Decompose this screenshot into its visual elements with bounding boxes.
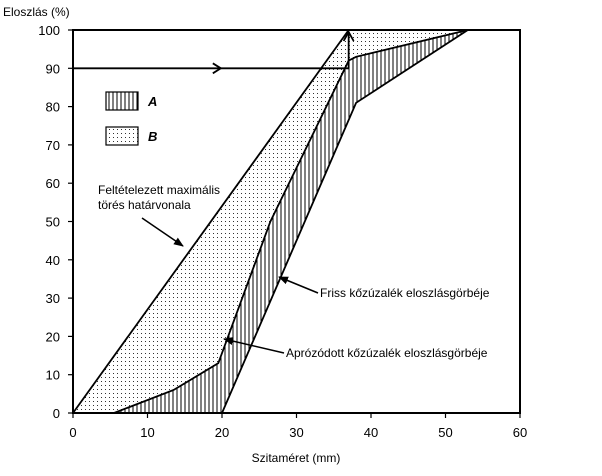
region-a-area: [114, 30, 468, 413]
weathered-aggregate-curve: [113, 29, 469, 414]
y-axis-ticks: 0 10 20 30 40 50 60 70 80 90 100: [38, 23, 73, 421]
annotation-weathered-pointer: [223, 337, 285, 354]
y-tick-label: 50: [46, 215, 60, 230]
y-tick-label: 20: [46, 329, 60, 344]
y-tick-label: 30: [46, 291, 60, 306]
y-tick-label: 90: [46, 61, 60, 76]
reference-arrowhead-horizontal: [212, 62, 223, 75]
annotation-weathered: Aprózódott kőzúzalék eloszlásgörbéje: [286, 346, 488, 360]
y-tick-label: 70: [46, 138, 60, 153]
y-tick-label: 100: [38, 23, 60, 38]
x-tick-label: 50: [438, 425, 452, 440]
fresh-aggregate-curve: [221, 29, 469, 414]
legend-label-a: A: [147, 94, 157, 109]
annotation-fresh-pointer: [278, 276, 319, 294]
reference-arrowhead-vertical: [342, 30, 355, 42]
annotation-max-pointer: [141, 217, 184, 247]
y-tick-label: 80: [46, 100, 60, 115]
legend: A B: [105, 91, 157, 146]
y-tick-label: 40: [46, 253, 60, 268]
legend-label-b: B: [148, 129, 157, 144]
x-tick-label: 40: [364, 425, 378, 440]
x-tick-label: 60: [513, 425, 527, 440]
y-axis-label: Eloszlás (%): [3, 5, 70, 19]
legend-swatch-a: [105, 91, 139, 111]
annotation-fresh: Friss kőzúzalék eloszlásgörbéje: [320, 286, 490, 300]
annotation-max-line-1: Feltételezett maximális: [98, 183, 220, 197]
x-axis-label: Szitaméret (mm): [252, 451, 341, 465]
x-axis-ticks: 0 10 20 30 40 50 60: [69, 413, 527, 440]
x-tick-label: 30: [289, 425, 303, 440]
x-tick-label: 0: [69, 425, 76, 440]
x-tick-label: 20: [215, 425, 229, 440]
y-tick-label: 0: [53, 406, 60, 421]
y-tick-label: 10: [46, 368, 60, 383]
annotation-max-line-2: törés határvonala: [98, 198, 191, 212]
legend-swatch-b: [105, 126, 139, 146]
y-tick-label: 60: [46, 176, 60, 191]
x-tick-label: 10: [140, 425, 154, 440]
max-breakage-boundary-line: [72, 29, 350, 414]
